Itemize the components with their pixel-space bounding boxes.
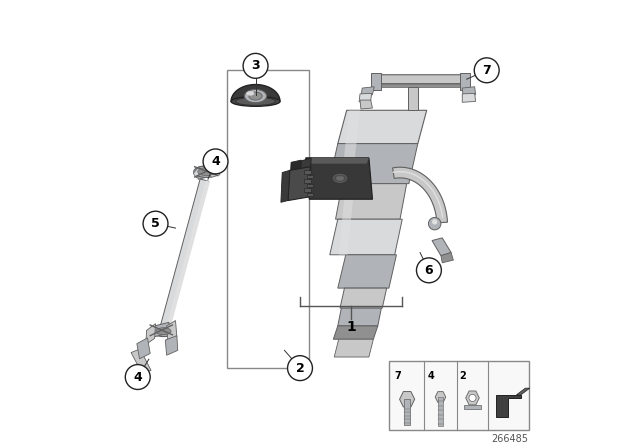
- Text: 4: 4: [133, 370, 142, 383]
- Ellipse shape: [244, 90, 267, 103]
- Ellipse shape: [194, 166, 219, 177]
- Polygon shape: [165, 336, 178, 355]
- Polygon shape: [193, 167, 202, 178]
- Polygon shape: [146, 323, 156, 345]
- Text: 5: 5: [151, 217, 160, 230]
- Polygon shape: [165, 181, 210, 333]
- Polygon shape: [335, 184, 406, 219]
- Polygon shape: [516, 388, 530, 395]
- Bar: [463, 405, 481, 409]
- Circle shape: [417, 258, 442, 283]
- Polygon shape: [372, 75, 465, 84]
- Ellipse shape: [231, 96, 280, 106]
- Polygon shape: [360, 100, 372, 109]
- Text: 266485: 266485: [491, 434, 528, 444]
- Polygon shape: [466, 391, 479, 405]
- Circle shape: [203, 149, 228, 174]
- Ellipse shape: [249, 92, 262, 100]
- Polygon shape: [333, 326, 378, 339]
- Polygon shape: [307, 184, 314, 187]
- Polygon shape: [359, 93, 372, 102]
- Circle shape: [474, 58, 499, 83]
- Polygon shape: [307, 175, 314, 178]
- Ellipse shape: [156, 327, 171, 335]
- Polygon shape: [290, 160, 301, 186]
- Polygon shape: [339, 184, 355, 255]
- Bar: [438, 397, 443, 426]
- Text: 7: 7: [394, 371, 401, 381]
- Text: 2: 2: [296, 362, 305, 375]
- Polygon shape: [306, 158, 372, 199]
- Polygon shape: [340, 288, 387, 308]
- Polygon shape: [131, 349, 151, 374]
- Text: 3: 3: [252, 59, 260, 72]
- Polygon shape: [460, 73, 470, 90]
- Polygon shape: [462, 87, 476, 96]
- Polygon shape: [329, 144, 418, 184]
- Polygon shape: [305, 179, 311, 183]
- Polygon shape: [497, 395, 521, 417]
- Circle shape: [143, 211, 168, 236]
- Polygon shape: [159, 179, 209, 332]
- Polygon shape: [338, 110, 427, 144]
- Circle shape: [428, 217, 441, 230]
- Polygon shape: [338, 255, 396, 288]
- Polygon shape: [299, 158, 311, 185]
- Circle shape: [287, 356, 312, 381]
- Polygon shape: [341, 110, 360, 184]
- Ellipse shape: [198, 168, 214, 176]
- Polygon shape: [432, 238, 451, 256]
- Polygon shape: [231, 85, 280, 101]
- Circle shape: [243, 53, 268, 78]
- Polygon shape: [330, 219, 402, 255]
- Polygon shape: [288, 167, 310, 201]
- Ellipse shape: [152, 326, 175, 336]
- Polygon shape: [196, 164, 217, 179]
- Polygon shape: [408, 87, 418, 110]
- Polygon shape: [441, 253, 453, 263]
- Ellipse shape: [336, 176, 344, 181]
- Circle shape: [469, 394, 476, 401]
- Polygon shape: [305, 188, 311, 192]
- Polygon shape: [281, 170, 290, 202]
- Polygon shape: [137, 338, 150, 359]
- Polygon shape: [399, 392, 415, 407]
- Circle shape: [125, 365, 150, 389]
- Polygon shape: [371, 73, 381, 90]
- Circle shape: [432, 219, 437, 224]
- Ellipse shape: [246, 91, 254, 95]
- Polygon shape: [435, 392, 445, 402]
- Polygon shape: [305, 170, 311, 174]
- Ellipse shape: [236, 97, 276, 105]
- Text: 7: 7: [483, 64, 491, 77]
- Text: 4: 4: [211, 155, 220, 168]
- Ellipse shape: [333, 174, 347, 182]
- Polygon shape: [151, 323, 171, 337]
- Text: 2: 2: [460, 371, 467, 381]
- Polygon shape: [309, 158, 369, 164]
- Polygon shape: [166, 321, 177, 342]
- Polygon shape: [462, 93, 476, 102]
- Bar: [404, 399, 410, 425]
- Polygon shape: [361, 87, 374, 96]
- Polygon shape: [392, 167, 447, 223]
- Text: 1: 1: [346, 320, 356, 334]
- Text: 4: 4: [428, 371, 435, 381]
- Polygon shape: [373, 84, 462, 87]
- Polygon shape: [334, 339, 373, 357]
- Text: 6: 6: [424, 264, 433, 277]
- Polygon shape: [338, 308, 381, 326]
- Polygon shape: [210, 169, 220, 177]
- Bar: [389, 362, 529, 431]
- Polygon shape: [307, 193, 314, 196]
